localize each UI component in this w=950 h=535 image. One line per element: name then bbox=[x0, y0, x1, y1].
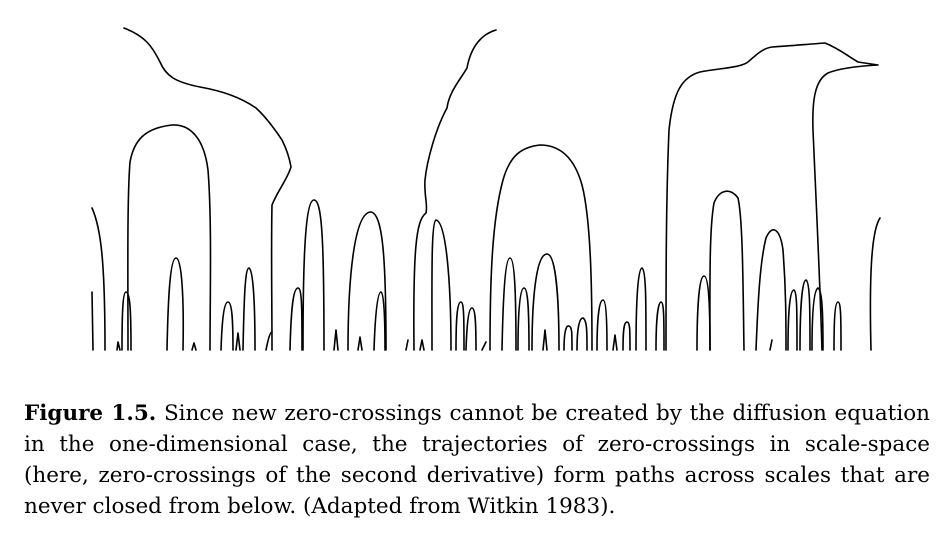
trajectory bbox=[166, 257, 185, 351]
trajectory bbox=[455, 301, 465, 351]
trajectory bbox=[302, 199, 325, 351]
trajectory bbox=[531, 253, 560, 351]
figure-label: Figure 1.5. bbox=[24, 401, 157, 426]
trajectory bbox=[347, 211, 387, 351]
trajectory bbox=[563, 325, 573, 351]
trajectory bbox=[465, 307, 477, 351]
trajectory bbox=[489, 144, 593, 351]
trajectory bbox=[612, 334, 618, 351]
trajectory bbox=[413, 29, 497, 351]
trajectory bbox=[235, 332, 241, 351]
trajectory bbox=[123, 27, 292, 351]
trajectory bbox=[220, 301, 234, 351]
trajectory bbox=[622, 321, 631, 351]
trajectory bbox=[811, 287, 824, 351]
trajectory bbox=[419, 339, 425, 351]
figure-caption: Figure 1.5. Since new zero-crossings can… bbox=[24, 398, 930, 522]
trajectory bbox=[191, 342, 197, 351]
trajectory bbox=[787, 289, 798, 351]
trajectory bbox=[833, 301, 842, 351]
trajectory bbox=[655, 301, 665, 351]
trajectory bbox=[116, 341, 121, 351]
trajectory bbox=[265, 331, 273, 351]
trajectory bbox=[373, 291, 386, 351]
trajectory bbox=[121, 291, 132, 351]
trajectory bbox=[517, 287, 530, 351]
trajectory bbox=[357, 336, 363, 351]
trajectory bbox=[542, 329, 548, 351]
figure-caption-text: Since new zero-crossings cannot be creat… bbox=[24, 401, 930, 519]
trajectory bbox=[333, 329, 339, 351]
trajectory bbox=[576, 317, 588, 351]
trajectory bbox=[289, 287, 303, 351]
trajectory bbox=[696, 275, 711, 351]
trajectory bbox=[709, 190, 745, 351]
trajectory bbox=[127, 124, 212, 351]
trajectory bbox=[635, 267, 647, 351]
trajectory bbox=[869, 217, 881, 351]
trajectory bbox=[242, 267, 256, 351]
trajectory bbox=[405, 339, 409, 351]
trajectory bbox=[769, 339, 773, 351]
trajectory bbox=[501, 257, 517, 351]
trajectory bbox=[431, 219, 452, 351]
trajectory bbox=[481, 341, 487, 351]
trajectory bbox=[665, 42, 879, 351]
trajectory bbox=[755, 229, 787, 351]
trajectory bbox=[596, 299, 608, 351]
trajectory bbox=[799, 279, 811, 351]
trajectory bbox=[91, 207, 106, 351]
zero-crossing-trajectories bbox=[91, 27, 881, 351]
trajectory bbox=[91, 291, 94, 351]
scale-space-zero-crossing-figure bbox=[91, 27, 881, 351]
